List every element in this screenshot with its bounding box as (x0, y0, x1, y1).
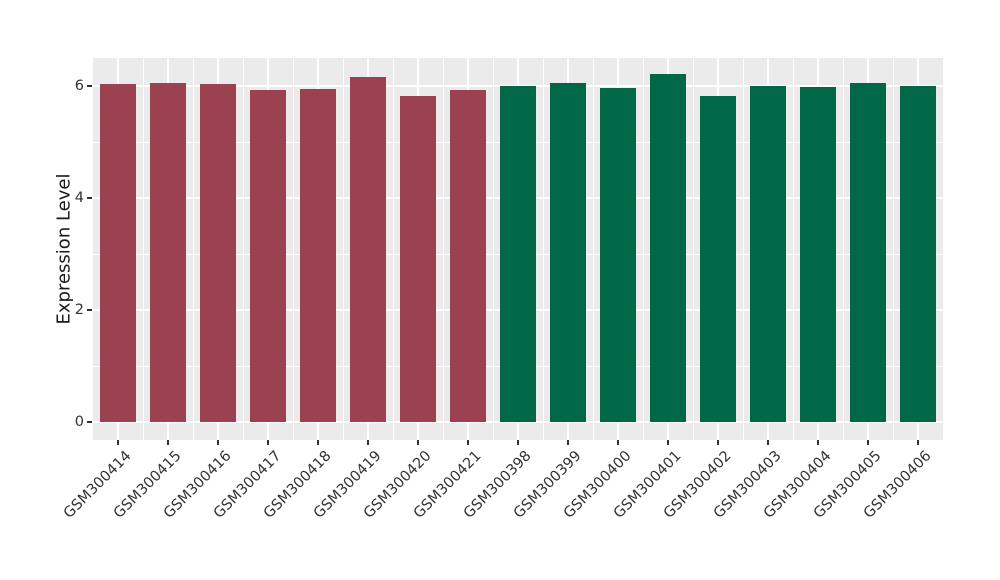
x-tick-mark (667, 440, 669, 445)
y-tick-label: 2 (74, 302, 84, 318)
bar (450, 89, 486, 422)
y-tick-label: 6 (74, 78, 84, 94)
gridline-minor-vertical (642, 58, 644, 440)
gridline-minor-vertical (892, 58, 894, 440)
x-tick-mark (917, 440, 919, 445)
x-tick-mark (767, 440, 769, 445)
gridline-minor-vertical (742, 58, 744, 440)
x-tick-mark (617, 440, 619, 445)
bar (800, 87, 836, 422)
x-tick-mark (567, 440, 569, 445)
gridline-minor-vertical (542, 58, 544, 440)
bar (250, 89, 286, 422)
x-tick-mark (417, 440, 419, 445)
x-tick-mark (217, 440, 219, 445)
plot-panel (93, 58, 943, 440)
x-tick-mark (817, 440, 819, 445)
bar (100, 84, 136, 422)
gridline-minor-vertical (192, 58, 194, 440)
x-tick-mark (117, 440, 119, 445)
gridline-minor-vertical (342, 58, 344, 440)
bar (700, 95, 736, 422)
y-tick-mark (87, 309, 92, 311)
x-tick-mark (867, 440, 869, 445)
gridline-minor-vertical (592, 58, 594, 440)
bar (300, 88, 336, 422)
gridline-minor-vertical (442, 58, 444, 440)
gridline-minor-vertical (392, 58, 394, 440)
gridline-minor-vertical (242, 58, 244, 440)
gridline-minor-vertical (792, 58, 794, 440)
bar (750, 86, 786, 422)
gridline-minor-vertical (142, 58, 144, 440)
bar (200, 84, 236, 422)
y-tick-mark (87, 421, 92, 423)
x-tick-mark (267, 440, 269, 445)
bar (400, 95, 436, 422)
bar (900, 86, 936, 422)
bar (350, 77, 386, 422)
gridline-minor-vertical (492, 58, 494, 440)
y-tick-mark (87, 197, 92, 199)
bar (150, 82, 186, 422)
gridline-minor-vertical (842, 58, 844, 440)
y-tick-label: 0 (74, 414, 84, 430)
x-tick-mark (517, 440, 519, 445)
y-tick-mark (87, 85, 92, 87)
bar (550, 82, 586, 422)
x-tick-mark (717, 440, 719, 445)
gridline-minor-vertical (292, 58, 294, 440)
x-tick-mark (467, 440, 469, 445)
x-tick-mark (317, 440, 319, 445)
bar (650, 73, 686, 422)
bar (600, 88, 636, 422)
gridline-minor-vertical (692, 58, 694, 440)
x-tick-mark (167, 440, 169, 445)
bar (500, 86, 536, 422)
x-tick-mark (367, 440, 369, 445)
bar (850, 82, 886, 422)
y-tick-label: 4 (74, 190, 84, 206)
